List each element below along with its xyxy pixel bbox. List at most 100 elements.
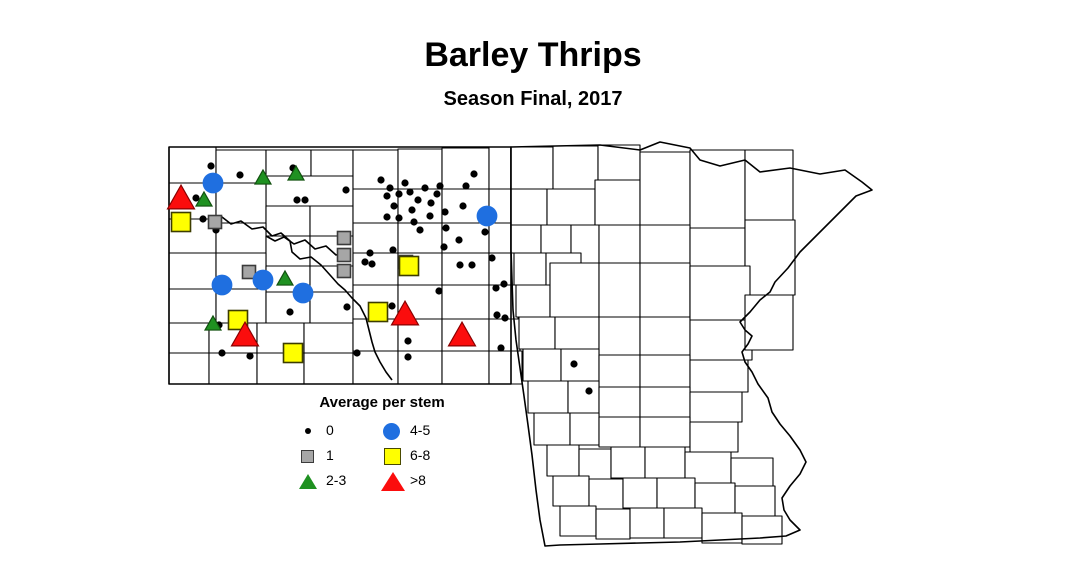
map-marker-0 <box>468 261 476 269</box>
map-marker-0 <box>585 387 593 395</box>
map-marker-6-8 <box>367 301 389 323</box>
map-marker-0 <box>410 218 418 226</box>
map-marker-0 <box>199 215 207 223</box>
map-marker-0 <box>293 196 301 204</box>
map-marker-0 <box>497 344 505 352</box>
map-marker-2-3 <box>203 314 223 331</box>
map-marker-4-5 <box>211 274 233 296</box>
map-marker-0 <box>462 182 470 190</box>
map-marker-0 <box>442 224 450 232</box>
map-marker-0 <box>426 212 434 220</box>
map-marker-1 <box>241 264 257 280</box>
map-marker-0 <box>441 208 449 216</box>
map-marker-0 <box>401 179 409 187</box>
map-marker-0 <box>286 308 294 316</box>
map-marker-0 <box>383 213 391 221</box>
legend-title: Average per stem <box>319 394 445 411</box>
map-marker-0 <box>383 192 391 200</box>
blue-circle-icon <box>380 420 406 442</box>
map-marker-0 <box>435 287 443 295</box>
map-marker-6-8 <box>170 211 192 233</box>
map-marker-0 <box>455 236 463 244</box>
map-marker-0 <box>388 302 396 310</box>
legend-label-0: 0 <box>326 422 334 438</box>
map-marker-0 <box>481 228 489 236</box>
map-marker-0 <box>440 243 448 251</box>
map-marker-0 <box>368 260 376 268</box>
map-marker-0 <box>395 190 403 198</box>
map-marker-0 <box>500 280 508 288</box>
map-marker->8 <box>447 320 477 347</box>
legend-label-4: 6-8 <box>410 447 431 463</box>
map-marker-0 <box>246 352 254 360</box>
map-marker-0 <box>389 246 397 254</box>
map-marker-0 <box>207 162 215 170</box>
map-marker-0 <box>406 188 414 196</box>
map-marker-0 <box>218 349 226 357</box>
map-marker->8 <box>390 299 420 326</box>
page-title: Barley Thrips <box>424 36 642 74</box>
legend: Average per stem 0 1 2-3 4-5 6-8 >8 <box>288 394 463 498</box>
map-marker-0 <box>301 196 309 204</box>
map-marker-0 <box>395 214 403 222</box>
map-marker-0 <box>570 360 578 368</box>
map-marker-6-8 <box>398 255 420 277</box>
green-triangle-icon <box>296 470 322 492</box>
map-marker-0 <box>404 337 412 345</box>
map-marker-0 <box>456 261 464 269</box>
map-marker-0 <box>488 254 496 262</box>
map-marker-6-8 <box>227 309 249 331</box>
map-marker-0 <box>404 353 412 361</box>
map-marker-0 <box>492 284 500 292</box>
map-marker-4-5 <box>476 205 498 227</box>
page-subtitle: Season Final, 2017 <box>443 88 623 110</box>
map-marker-0 <box>459 202 467 210</box>
data-markers <box>166 162 593 395</box>
map-marker-2-3 <box>275 269 295 286</box>
map-marker-1 <box>336 263 352 279</box>
red-triangle-icon <box>380 470 406 492</box>
map-marker-0 <box>343 303 351 311</box>
map-marker-0 <box>390 202 398 210</box>
map-marker-0 <box>470 170 478 178</box>
map-marker-4-5 <box>202 172 224 194</box>
small-black-dot-icon <box>296 420 322 442</box>
map-marker-0 <box>416 226 424 234</box>
map-marker-0 <box>342 186 350 194</box>
map-marker->8 <box>230 320 260 347</box>
map-marker-4-5 <box>292 282 314 304</box>
map-marker-0 <box>366 249 374 257</box>
gray-square-icon <box>296 445 322 467</box>
map-marker-0 <box>414 196 422 204</box>
map-marker-0 <box>436 182 444 190</box>
map-marker-0 <box>192 194 200 202</box>
map-marker->8 <box>166 183 196 210</box>
map-marker-2-3 <box>286 164 306 181</box>
map-marker-0 <box>427 199 435 207</box>
map-marker-0 <box>501 314 509 322</box>
legend-label-5: >8 <box>410 472 426 488</box>
map-marker-1 <box>336 247 352 263</box>
map-marker-2-3 <box>253 168 273 185</box>
map-marker-0 <box>493 311 501 319</box>
map-marker-0 <box>421 184 429 192</box>
map-marker-1 <box>336 230 352 246</box>
map-marker-0 <box>433 190 441 198</box>
legend-label-3: 4-5 <box>410 422 431 438</box>
yellow-square-icon <box>380 445 406 467</box>
map-marker-0 <box>386 184 394 192</box>
map-marker-0 <box>353 349 361 357</box>
map-marker-0 <box>361 258 369 266</box>
map-marker-4-5 <box>252 269 274 291</box>
map-marker-0 <box>236 171 244 179</box>
map-marker-6-8 <box>282 342 304 364</box>
minnesota-counties <box>510 141 873 547</box>
legend-label-2: 2-3 <box>326 472 347 488</box>
legend-label-1: 1 <box>326 447 334 463</box>
map-marker-2-3 <box>194 190 214 207</box>
map-marker-0 <box>408 206 416 214</box>
map-marker-0 <box>377 176 385 184</box>
